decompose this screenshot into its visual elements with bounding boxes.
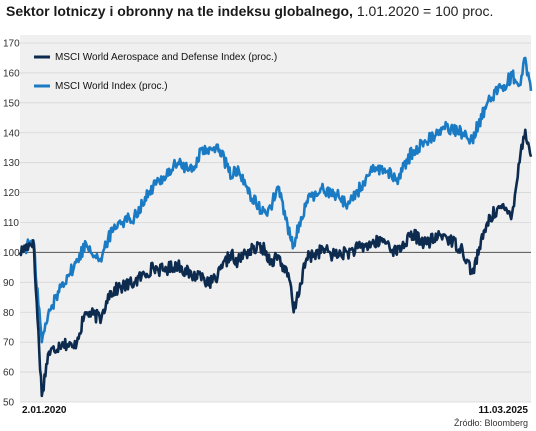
x-axis-start-label: 2.01.2020: [22, 405, 67, 416]
y-tick-label-160: 160: [3, 68, 20, 79]
x-axis-end-label: 11.03.2025: [479, 405, 529, 416]
y-tick-label-60: 60: [3, 368, 15, 379]
chart-title: Sektor lotniczy i obronny na tle indeksu…: [6, 3, 493, 19]
y-tick-label-80: 80: [3, 308, 15, 319]
y-axis-tick-labels: 50 60 70 80 90 100 110 120 130 140 150 160 170: [3, 39, 20, 409]
y-tick-label-50: 50: [3, 398, 15, 409]
y-tick-label-90: 90: [3, 278, 15, 289]
series-lines: [18, 56, 533, 398]
chart-title-subtitle: 1.01.2020 = 100 proc.: [356, 3, 494, 19]
legend-label-aerospace: MSCI World Aerospace and Defense Index (…: [55, 52, 277, 63]
legend-label-world: MSCI World Index (proc.): [55, 81, 168, 92]
series-line-world-index: [18, 56, 533, 344]
legend: MSCI World Aerospace and Defense Index (…: [34, 52, 277, 92]
y-tick-label-120: 120: [3, 188, 20, 199]
y-tick-label-170: 170: [3, 39, 20, 50]
y-tick-label-70: 70: [3, 338, 15, 349]
y-tick-label-140: 140: [3, 128, 20, 139]
y-tick-label-110: 110: [3, 218, 19, 229]
y-tick-label-130: 130: [3, 158, 20, 169]
plot-area-background: [20, 35, 531, 402]
y-tick-label-100: 100: [3, 248, 20, 259]
chart-title-main: Sektor lotniczy i obronny na tle indeksu…: [6, 3, 353, 19]
y-tick-label-150: 150: [3, 98, 20, 109]
source-note: Źródło: Bloomberg: [453, 418, 528, 428]
series-line-aerospace-defense: [18, 128, 533, 398]
